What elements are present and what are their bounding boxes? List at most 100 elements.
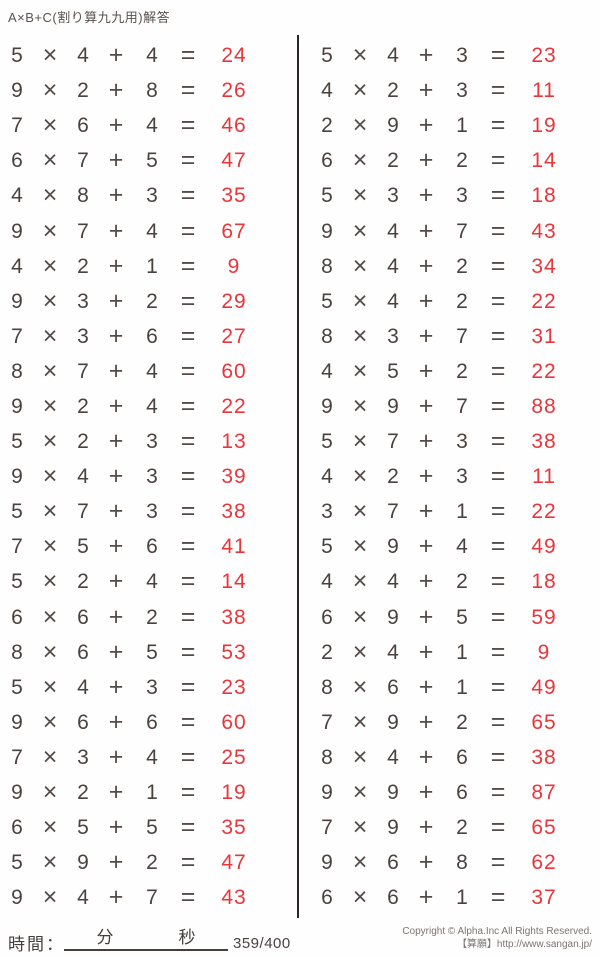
minutes-label: 分 — [96, 928, 114, 947]
operand-b: 7 — [387, 500, 399, 524]
operand-c: 1 — [456, 640, 468, 664]
operand-c: 6 — [146, 324, 158, 348]
plus-operator-icon: + — [108, 813, 124, 842]
plus-operator-icon: + — [108, 356, 124, 385]
answer-value: 46 — [221, 114, 247, 138]
answer-value: 22 — [531, 359, 557, 383]
operand-a: 6 — [321, 149, 333, 173]
equation-row: 6 × 2 +2 = 14 — [312, 143, 572, 178]
equation-row: 5 × 9 +2 = 47 — [2, 845, 262, 880]
answer-value: 9 — [227, 254, 241, 278]
answer-value: 49 — [531, 675, 557, 699]
equation-row: 8 × 6 +5 = 53 — [2, 635, 262, 670]
equals-sign: = — [180, 462, 196, 491]
operand-b: 7 — [77, 149, 89, 173]
operand-a: 7 — [11, 324, 23, 348]
equation-row: 7 × 9 +2 = 65 — [312, 810, 572, 845]
operand-c: 2 — [456, 149, 468, 173]
operand-c: 8 — [146, 79, 158, 103]
equation-row: 7 × 5 +6 = 41 — [2, 529, 262, 564]
equals-sign: = — [490, 286, 506, 315]
operand-a: 9 — [321, 781, 333, 805]
multiply-operator-icon: × — [352, 286, 368, 315]
operand-b: 4 — [387, 640, 399, 664]
multiply-operator-icon: × — [42, 602, 58, 631]
equals-sign: = — [180, 637, 196, 666]
operand-c: 3 — [146, 430, 158, 454]
operand-c: 1 — [456, 886, 468, 910]
operand-c: 4 — [146, 219, 158, 243]
operand-b: 9 — [387, 605, 399, 629]
multiply-operator-icon: × — [352, 216, 368, 245]
plus-operator-icon: + — [418, 848, 434, 877]
operand-a: 5 — [11, 500, 23, 524]
operand-c: 7 — [456, 219, 468, 243]
column-divider — [297, 35, 299, 918]
operand-c: 3 — [456, 465, 468, 489]
time-blank-line: 分 秒 — [64, 924, 228, 951]
equals-sign: = — [490, 216, 506, 245]
operand-a: 9 — [11, 710, 23, 734]
answer-value: 13 — [221, 430, 247, 454]
multiply-operator-icon: × — [42, 497, 58, 526]
equation-row: 8 × 7 +4 = 60 — [2, 354, 262, 389]
operand-b: 6 — [77, 710, 89, 734]
multiply-operator-icon: × — [42, 778, 58, 807]
operand-a: 9 — [11, 886, 23, 910]
equation-row: 5 × 9 +4 = 49 — [312, 529, 572, 564]
multiply-operator-icon: × — [42, 216, 58, 245]
operand-c: 6 — [456, 745, 468, 769]
equals-sign: = — [490, 41, 506, 70]
equals-sign: = — [180, 111, 196, 140]
plus-operator-icon: + — [418, 813, 434, 842]
plus-operator-icon: + — [108, 567, 124, 596]
operand-a: 9 — [321, 851, 333, 875]
multiply-operator-icon: × — [352, 111, 368, 140]
operand-c: 6 — [146, 710, 158, 734]
equals-sign: = — [490, 111, 506, 140]
answer-value: 18 — [531, 184, 557, 208]
answer-value: 22 — [221, 394, 247, 418]
answer-value: 25 — [221, 745, 247, 769]
equation-row: 3 × 7 +1 = 22 — [312, 494, 572, 529]
multiply-operator-icon: × — [352, 742, 368, 771]
operand-c: 2 — [146, 289, 158, 313]
progress-counter: 359/400 — [233, 935, 291, 952]
operand-c: 6 — [456, 781, 468, 805]
equals-sign: = — [490, 462, 506, 491]
answer-value: 67 — [221, 219, 247, 243]
plus-operator-icon: + — [418, 41, 434, 70]
equals-sign: = — [490, 637, 506, 666]
plus-operator-icon: + — [108, 216, 124, 245]
operand-b: 5 — [77, 535, 89, 559]
equation-row: 9 × 4 +7 = 43 — [2, 880, 262, 915]
operand-a: 2 — [321, 640, 333, 664]
plus-operator-icon: + — [418, 778, 434, 807]
equation-row: 6 × 6 +1 = 37 — [312, 880, 572, 915]
plus-operator-icon: + — [418, 462, 434, 491]
operand-c: 3 — [146, 500, 158, 524]
operand-c: 4 — [456, 535, 468, 559]
copyright-block: Copyright © Alpha.Inc All Rights Reserve… — [402, 925, 592, 951]
equation-row: 8 × 4 +2 = 34 — [312, 249, 572, 284]
operand-b: 5 — [387, 359, 399, 383]
answer-value: 34 — [531, 254, 557, 278]
multiply-operator-icon: × — [352, 672, 368, 701]
operand-a: 5 — [321, 430, 333, 454]
operand-a: 9 — [321, 219, 333, 243]
answer-value: 47 — [221, 851, 247, 875]
multiply-operator-icon: × — [42, 41, 58, 70]
seconds-label: 秒 — [178, 928, 196, 947]
operand-a: 8 — [321, 324, 333, 348]
operand-b: 2 — [77, 394, 89, 418]
equation-row: 9 × 4 +7 = 43 — [312, 213, 572, 248]
equation-row: 9 × 9 +7 = 88 — [312, 389, 572, 424]
answer-value: 60 — [221, 359, 247, 383]
multiply-operator-icon: × — [42, 111, 58, 140]
answer-value: 62 — [531, 851, 557, 875]
multiply-operator-icon: × — [42, 391, 58, 420]
equation-row: 9 × 7 +4 = 67 — [2, 213, 262, 248]
operand-c: 7 — [146, 886, 158, 910]
multiply-operator-icon: × — [352, 41, 368, 70]
multiply-operator-icon: × — [352, 813, 368, 842]
